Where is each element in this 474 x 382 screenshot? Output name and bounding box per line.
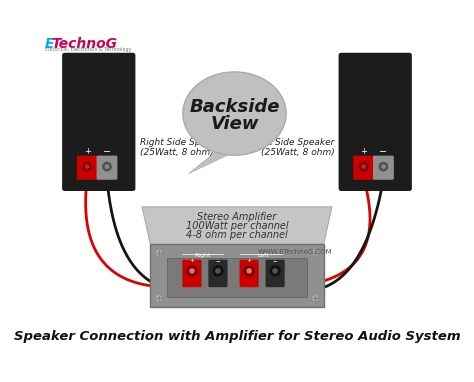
FancyBboxPatch shape — [62, 53, 136, 191]
Text: −: − — [273, 259, 277, 264]
Text: +: + — [84, 147, 91, 156]
Circle shape — [216, 269, 220, 273]
Text: Left Side Speaker
(25Watt, 8 ohm): Left Side Speaker (25Watt, 8 ohm) — [255, 138, 335, 157]
Circle shape — [270, 266, 280, 276]
Circle shape — [362, 165, 365, 168]
Text: E: E — [45, 37, 54, 51]
Text: +: + — [360, 147, 367, 156]
Text: +: + — [247, 259, 252, 264]
Text: 4-8 ohm per channel: 4-8 ohm per channel — [186, 230, 288, 240]
Circle shape — [85, 165, 89, 168]
Text: 100Watt per channel: 100Watt per channel — [186, 221, 288, 231]
Text: TechnoG: TechnoG — [51, 37, 117, 51]
Circle shape — [187, 266, 197, 276]
Circle shape — [190, 269, 194, 273]
Circle shape — [213, 266, 223, 276]
Circle shape — [83, 162, 91, 171]
Circle shape — [359, 162, 368, 171]
Circle shape — [311, 249, 319, 256]
FancyBboxPatch shape — [97, 155, 118, 180]
Polygon shape — [142, 207, 332, 244]
Text: Left: Left — [257, 253, 269, 257]
Polygon shape — [189, 150, 235, 173]
Text: WWW.ETechnoG.COM: WWW.ETechnoG.COM — [258, 249, 332, 255]
Circle shape — [247, 269, 251, 273]
Text: Electrical, Electronics & Technology: Electrical, Electronics & Technology — [45, 47, 131, 52]
FancyBboxPatch shape — [353, 155, 374, 180]
Circle shape — [244, 266, 254, 276]
FancyBboxPatch shape — [338, 53, 412, 191]
FancyBboxPatch shape — [239, 260, 259, 287]
Circle shape — [105, 165, 109, 168]
FancyBboxPatch shape — [150, 244, 324, 307]
FancyBboxPatch shape — [182, 260, 201, 287]
Text: −: − — [379, 147, 387, 157]
Circle shape — [311, 295, 319, 302]
Ellipse shape — [183, 72, 286, 155]
Circle shape — [103, 162, 111, 171]
Circle shape — [155, 249, 163, 256]
Text: Right Side Speaker
(25Watt, 8 ohm): Right Side Speaker (25Watt, 8 ohm) — [139, 138, 226, 157]
Circle shape — [273, 269, 277, 273]
FancyBboxPatch shape — [265, 260, 285, 287]
FancyBboxPatch shape — [167, 257, 307, 297]
Text: −: − — [103, 147, 111, 157]
Circle shape — [155, 295, 163, 302]
Text: Speaker Connection with Amplifier for Stereo Audio System: Speaker Connection with Amplifier for St… — [14, 330, 460, 343]
Text: −: − — [216, 259, 220, 264]
Text: Stereo Amplifier: Stereo Amplifier — [197, 212, 277, 222]
FancyBboxPatch shape — [77, 155, 98, 180]
Text: View: View — [210, 115, 259, 133]
FancyBboxPatch shape — [209, 260, 228, 287]
Circle shape — [382, 165, 385, 168]
FancyBboxPatch shape — [373, 155, 394, 180]
Text: Backside: Backside — [189, 98, 280, 116]
Text: +: + — [190, 259, 194, 264]
Circle shape — [379, 162, 388, 171]
Text: Right: Right — [194, 253, 210, 257]
